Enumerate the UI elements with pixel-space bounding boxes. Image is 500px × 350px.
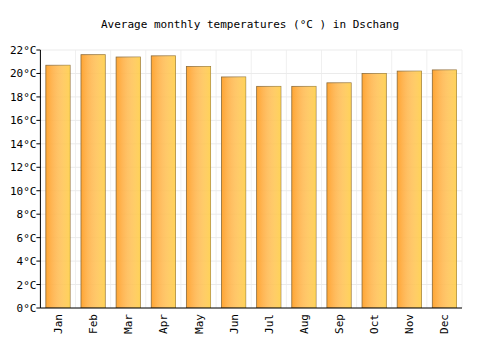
y-tick [36,261,40,262]
x-tick-label: Aug [298,314,311,334]
x-tick-label: Oct [368,314,381,334]
y-tick-label: 18°C [10,91,37,104]
v-grid-line [75,50,76,308]
v-grid-line [391,50,392,308]
x-tick-label: Sep [333,314,346,334]
v-grid-line [286,50,287,308]
grid-line [40,308,462,309]
y-tick [36,237,40,238]
bar-sheen [327,83,351,308]
y-tick-label: 8°C [17,208,37,221]
y-tick-label: 2°C [17,279,37,292]
bar-sheen [116,57,140,308]
y-tick [36,190,40,191]
v-grid-line [40,50,41,308]
bar [327,83,351,308]
bar [362,73,386,308]
y-tick [36,143,40,144]
bar [151,56,175,308]
bar [257,86,281,308]
x-tick-label: Jul [263,314,276,334]
bar-sheen [397,71,421,308]
bar-sheen [222,77,246,308]
x-tick-label: Nov [403,314,416,334]
bar-sheen [151,56,175,308]
y-tick-label: 20°C [10,67,37,80]
y-tick-label: 6°C [17,232,37,245]
y-tick-label: 4°C [17,255,37,268]
y-tick [36,73,40,74]
y-tick [36,50,40,51]
bar-sheen [432,70,456,308]
v-grid-line [216,50,217,308]
bar [292,86,316,308]
title: Average monthly temperatures (°C ) in Ds… [101,18,399,31]
chart-svg: Average monthly temperatures (°C ) in Ds… [0,0,500,350]
y-tick-label: 0°C [17,302,37,315]
y-tick-label: 22°C [10,44,37,57]
y-tick-label: 16°C [10,114,37,127]
bar [186,66,210,308]
grid-line [40,50,462,51]
y-tick [36,214,40,215]
bar-sheen [81,55,105,308]
x-tick-label: May [193,314,206,334]
y-tick [36,96,40,97]
bar [81,55,105,308]
y-tick [36,308,40,309]
y-tick [36,167,40,168]
bar [116,57,140,308]
x-tick-label: Jun [228,314,241,334]
v-grid-line [180,50,181,308]
bar [432,70,456,308]
bar-sheen [46,65,70,308]
v-grid-line [145,50,146,308]
v-grid-line [321,50,322,308]
x-tick-label: Jan [52,314,65,334]
y-tick-label: 12°C [10,161,37,174]
x-tick-label: Mar [122,314,135,334]
bar-sheen [292,86,316,308]
x-tick-label: Dec [438,314,451,334]
v-grid-line [356,50,357,308]
y-tick-label: 10°C [10,185,37,198]
v-grid-line [251,50,252,308]
y-tick-label: 14°C [10,138,37,151]
x-axis [40,308,462,309]
bars [46,55,457,308]
bar [222,77,246,308]
v-grid-line [110,50,111,308]
bar [397,71,421,308]
y-axis [40,50,41,308]
chart-root: Average monthly temperatures (°C ) in Ds… [0,0,500,350]
x-tick-label: Feb [87,314,100,334]
bar-sheen [257,86,281,308]
v-grid-line [426,50,427,308]
bar-sheen [362,73,386,308]
bar [46,65,70,308]
x-tick-label: Apr [157,314,170,334]
y-tick [36,120,40,121]
y-tick [36,284,40,285]
v-grid-line [462,50,463,308]
bar-sheen [186,66,210,308]
